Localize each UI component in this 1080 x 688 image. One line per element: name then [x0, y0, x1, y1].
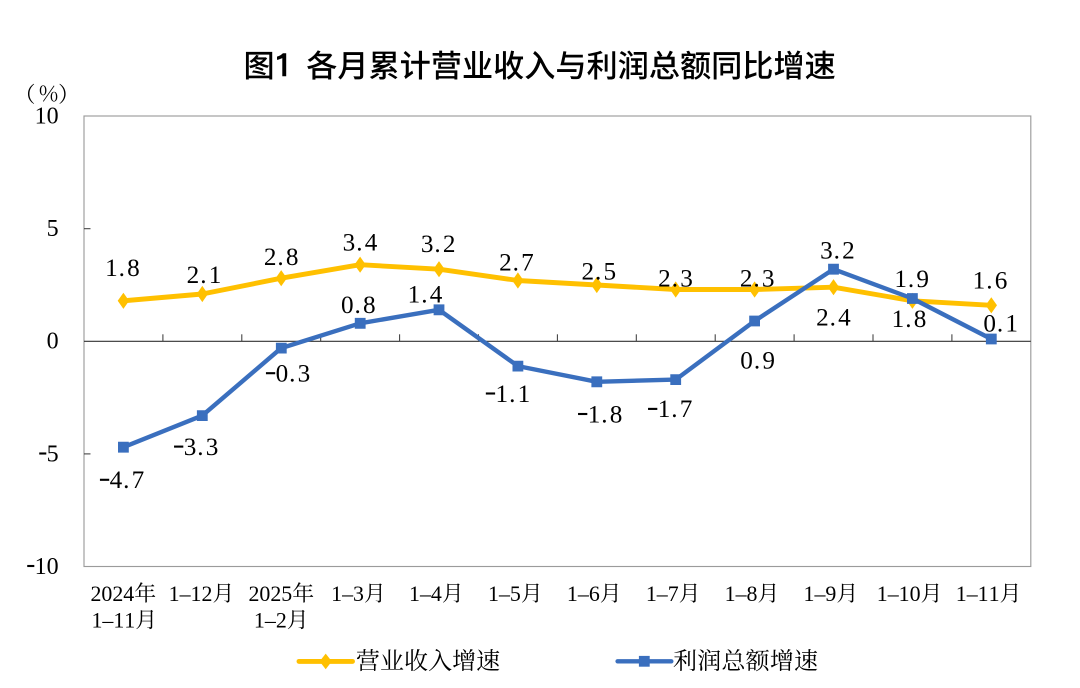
- svg-text:1.8: 1.8: [105, 255, 140, 282]
- svg-text:10: 10: [35, 103, 59, 129]
- svg-text:2025: 2025: [248, 581, 292, 606]
- svg-text:1.7: 1.7: [658, 396, 693, 423]
- svg-text:1–5: 1–5: [488, 581, 521, 606]
- svg-text:5: 5: [47, 216, 59, 242]
- svg-text:0.1: 0.1: [983, 310, 1018, 337]
- svg-text:0.9: 0.9: [740, 347, 775, 374]
- svg-text:4.7: 4.7: [110, 467, 145, 494]
- svg-text:1.4: 1.4: [408, 281, 443, 308]
- svg-text:1–11: 1–11: [91, 607, 135, 632]
- svg-text:3.4: 3.4: [343, 230, 378, 257]
- svg-text:2.3: 2.3: [658, 265, 693, 292]
- svg-text:1.8: 1.8: [892, 306, 927, 333]
- svg-text:1.6: 1.6: [973, 268, 1008, 295]
- svg-text:1–8: 1–8: [725, 581, 758, 606]
- svg-text:1–11: 1–11: [956, 581, 1000, 606]
- svg-text:1–2: 1–2: [254, 607, 287, 632]
- svg-text:1.1: 1.1: [496, 381, 531, 408]
- svg-text:1–10: 1–10: [877, 581, 921, 606]
- svg-text:0.3: 0.3: [276, 361, 311, 388]
- svg-text:2.8: 2.8: [264, 244, 299, 271]
- svg-text:1–12: 1–12: [169, 581, 213, 606]
- svg-text:3.2: 3.2: [820, 237, 855, 264]
- svg-text:0.8: 0.8: [341, 292, 376, 319]
- svg-text:1.9: 1.9: [894, 266, 929, 293]
- svg-text:2.5: 2.5: [581, 258, 616, 285]
- svg-text:2.4: 2.4: [816, 305, 851, 332]
- svg-text:10: 10: [35, 554, 59, 580]
- svg-text:2024: 2024: [90, 581, 134, 606]
- svg-text:0: 0: [47, 329, 59, 355]
- svg-text:2.1: 2.1: [187, 262, 222, 289]
- svg-text:5: 5: [47, 441, 59, 467]
- svg-text:1–9: 1–9: [804, 581, 837, 606]
- svg-text:2.3: 2.3: [740, 265, 775, 292]
- svg-text:1–4: 1–4: [409, 581, 442, 606]
- svg-text:1–6: 1–6: [567, 581, 600, 606]
- svg-text:1.8: 1.8: [588, 401, 623, 428]
- svg-text:1–7: 1–7: [646, 581, 679, 606]
- svg-text:3.3: 3.3: [184, 434, 219, 461]
- svg-text:1–3: 1–3: [331, 581, 364, 606]
- svg-text:3.2: 3.2: [421, 231, 456, 258]
- svg-text:2.7: 2.7: [499, 250, 534, 277]
